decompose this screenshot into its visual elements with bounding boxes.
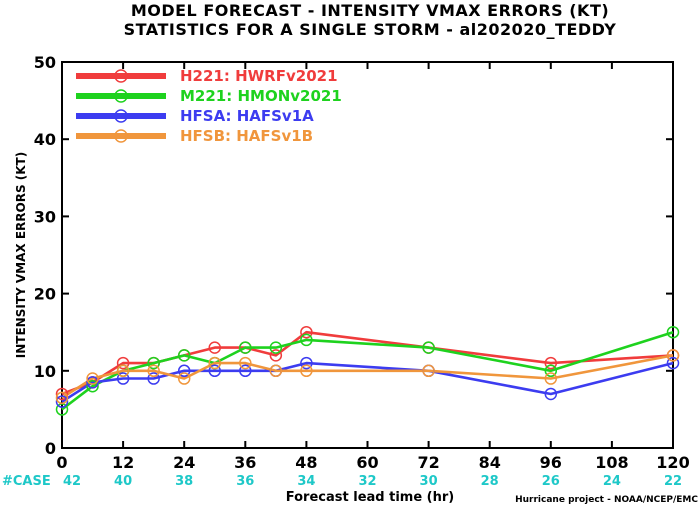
series-3-point: [116, 364, 130, 378]
y-axis-label: INTENSITY VMAX ERRORS (KT): [14, 152, 28, 358]
legend-entry-3: HFSB: HAFSv1B: [180, 127, 313, 145]
y-tick-label: 50: [34, 53, 56, 72]
x-tick-label: 36: [234, 453, 256, 472]
series-1-point: [147, 356, 160, 370]
series-1-point: [422, 341, 435, 354]
case-count: 26: [542, 474, 560, 489]
legend-marker-3: [114, 129, 128, 143]
case-count: 34: [297, 474, 315, 489]
series-0-point: [300, 325, 313, 339]
x-tick-label: 84: [479, 453, 501, 472]
x-tick-label: 120: [656, 453, 689, 472]
series-3-point: [208, 356, 221, 370]
x-tick-label: 108: [595, 453, 628, 472]
case-label: #CASE: [2, 474, 51, 489]
series-0-point: [269, 349, 283, 362]
series-2-point: [116, 372, 130, 385]
case-count: 30: [420, 474, 438, 489]
legend-marker-1: [114, 89, 128, 103]
chart-subtitle: STATISTICS FOR A SINGLE STORM - al202020…: [124, 20, 617, 39]
x-tick-label: 48: [295, 453, 317, 472]
series-1-point: [300, 333, 313, 347]
series-1-point: [544, 364, 558, 378]
series-0-point: [55, 387, 69, 401]
y-tick-label: 10: [34, 362, 56, 381]
legend-marker-2: [114, 109, 128, 123]
series-0-point: [544, 356, 558, 370]
x-tick-label: 12: [112, 453, 134, 472]
axis-ticks: 0 12 24 36 48 60 72 84 96 108 120 0 10 20 30 40 50: [34, 53, 690, 472]
y-axis-label-group: INTENSITY VMAX ERRORS (KT): [14, 152, 28, 358]
series-3-point: [86, 372, 99, 385]
plot-frame: [61, 61, 674, 449]
case-count: 36: [236, 474, 254, 489]
series-2-point: [86, 376, 99, 389]
series-3-point: [147, 364, 160, 378]
series-3-point: [177, 372, 191, 385]
series-1-point: [177, 349, 191, 362]
y-tick-label: 0: [45, 439, 56, 458]
series-2-point: [666, 356, 680, 370]
y-tick-label: 20: [34, 285, 56, 304]
series-3-point: [55, 391, 69, 405]
case-counts: #CASE 42 40 38 36 34 32 30 28 26 24 22: [2, 474, 682, 489]
credit-text: Hurricane project - NOAA/NCEP/EMC: [515, 495, 698, 505]
x-tick-label: 0: [56, 453, 67, 472]
legend-marker-0: [114, 69, 128, 83]
series-layer: [55, 325, 680, 416]
series-3-point: [422, 364, 435, 378]
case-count: 28: [481, 474, 499, 489]
series-2-point: [300, 356, 313, 370]
case-count: 38: [175, 474, 193, 489]
series-3-point: [300, 364, 313, 378]
series-1-point: [86, 379, 99, 393]
y-tick-label: 30: [34, 207, 56, 226]
legend-entry-0: H221: HWRFv2021: [180, 67, 338, 85]
series-3-point: [269, 364, 283, 378]
x-tick-label: 24: [173, 453, 195, 472]
series-1-point: [239, 341, 252, 354]
series-2-point: [177, 364, 191, 378]
series-0-point: [116, 356, 130, 370]
series-3-point: [666, 349, 680, 362]
case-count: 24: [603, 474, 621, 489]
series-0-point: [208, 341, 221, 354]
legend: H221: HWRFv2021 M221: HMONv2021 HFSA: HAFS…: [76, 67, 342, 145]
series-1-point: [269, 341, 283, 354]
series-2-point: [544, 387, 558, 401]
x-tick-label: 60: [356, 453, 378, 472]
chart-title: MODEL FORECAST - INTENSITY VMAX ERRORS (…: [131, 1, 609, 20]
x-axis-label: Forecast lead time (hr): [286, 490, 454, 505]
case-count: 40: [114, 474, 132, 489]
series-2-point: [55, 395, 69, 408]
series-2-point: [208, 364, 221, 378]
series-2-point: [147, 372, 160, 385]
case-count: 22: [664, 474, 682, 489]
case-count: 42: [63, 474, 81, 489]
legend-entry-1: M221: HMONv2021: [180, 87, 342, 105]
series-3-point: [544, 372, 558, 385]
y-tick-label: 40: [34, 130, 56, 149]
x-tick-label: 72: [417, 453, 439, 472]
legend-entry-2: HFSA: HAFSv1A: [180, 107, 314, 125]
case-count: 32: [358, 474, 376, 489]
x-tick-label: 96: [540, 453, 562, 472]
series-3-point: [239, 356, 252, 370]
series-2-point: [239, 364, 252, 378]
series-1-point: [666, 325, 680, 339]
